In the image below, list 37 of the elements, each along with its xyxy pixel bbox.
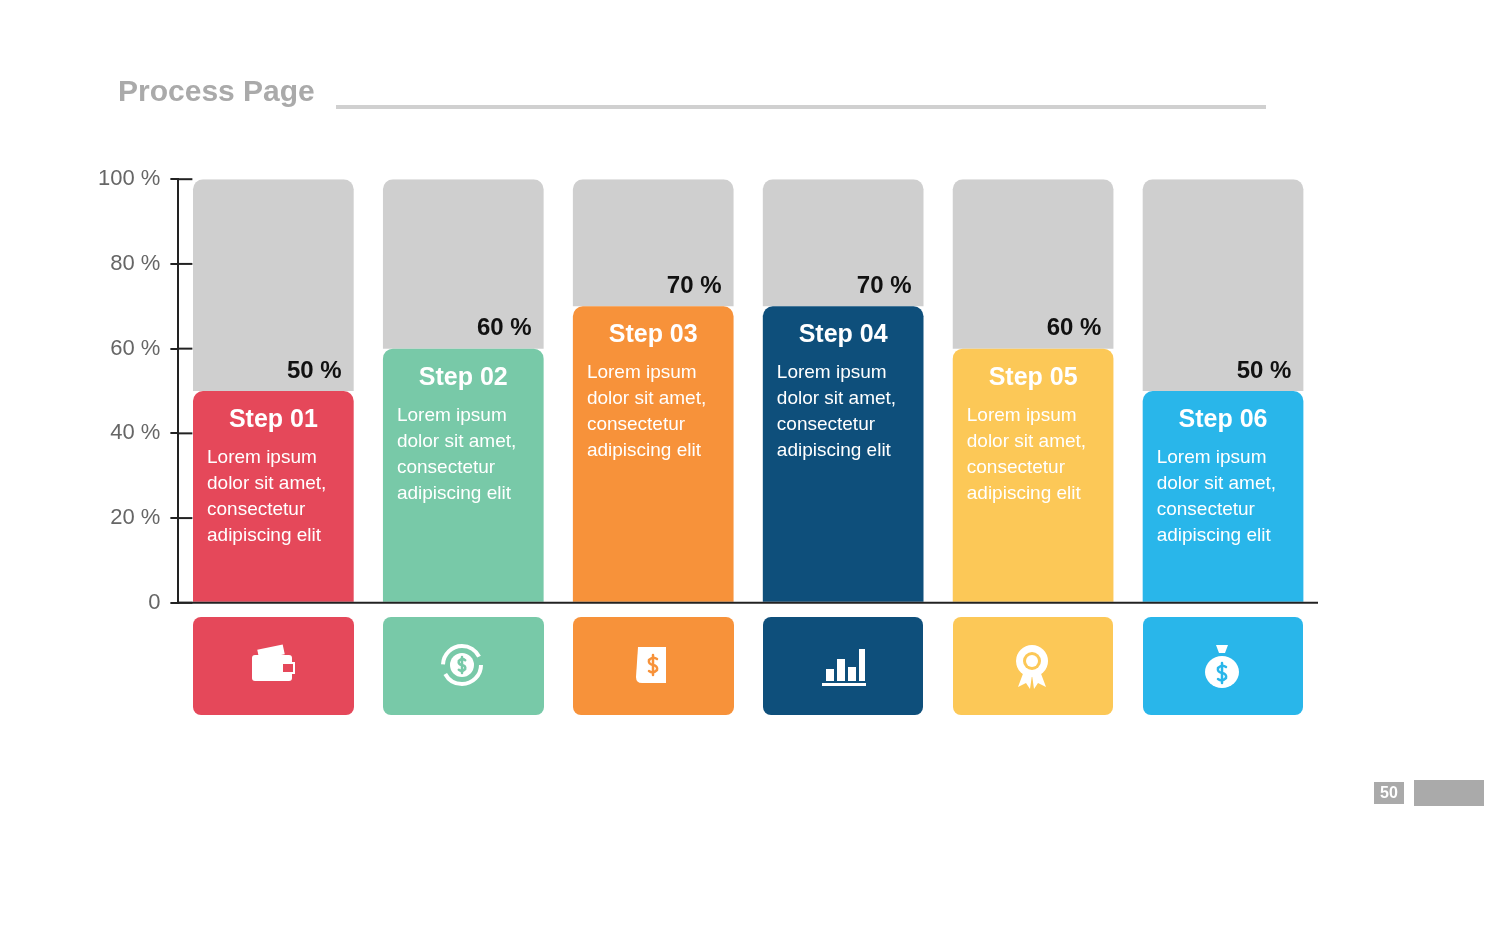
y-tick-label: 100 % — [97, 165, 161, 191]
chart-title: Process Page — [118, 74, 315, 108]
bar — [1142, 179, 1304, 391]
x-tick-label: Step 04 — [798, 319, 888, 348]
annotation: Lorem ipsum dolor sit amet, consectetur adipiscing elit — [1156, 446, 1277, 545]
bar — [572, 306, 734, 602]
x-tick-label: Step 02 — [418, 361, 508, 390]
annotation: Lorem ipsum dolor sit amet, consectetur adipiscing elit — [396, 403, 517, 503]
bar — [762, 179, 924, 307]
data-label: 50 % — [1236, 355, 1292, 383]
x-tick-label: Step 05 — [988, 361, 1078, 390]
annotation: Lorem ipsum dolor sit amet, consectetur adipiscing elit — [966, 403, 1087, 503]
bar — [382, 348, 544, 602]
bar — [572, 179, 734, 307]
bar — [193, 179, 354, 391]
text: 50 — [1374, 782, 1404, 804]
bar — [952, 179, 1114, 349]
data-label: 60 % — [1046, 313, 1102, 341]
data-label: 60 % — [476, 313, 532, 341]
bar — [952, 348, 1114, 602]
x-tick-label: Step 03 — [608, 319, 698, 348]
data-label: 70 % — [856, 270, 912, 298]
annotation: Lorem ipsum dolor sit amet, consectetur adipiscing elit — [207, 446, 327, 545]
data-label: 70 % — [666, 270, 722, 298]
y-tick-label: 60 % — [110, 334, 161, 360]
bar — [762, 306, 924, 602]
x-tick-label: Step 06 — [1178, 404, 1268, 432]
x-tick-label: Step 01 — [228, 404, 318, 432]
bar — [382, 179, 544, 349]
annotation: Lorem ipsum dolor sit amet, consectetur adipiscing elit — [776, 361, 897, 461]
data-label: 50 % — [286, 355, 342, 383]
annotation: Lorem ipsum dolor sit amet, consectetur adipiscing elit — [586, 361, 707, 461]
bar — [193, 391, 354, 602]
y-tick-label: 40 % — [110, 419, 161, 445]
y-tick-label: 80 % — [110, 249, 161, 275]
y-tick-label: 0 — [148, 588, 161, 614]
y-tick-label: 20 % — [110, 504, 161, 530]
